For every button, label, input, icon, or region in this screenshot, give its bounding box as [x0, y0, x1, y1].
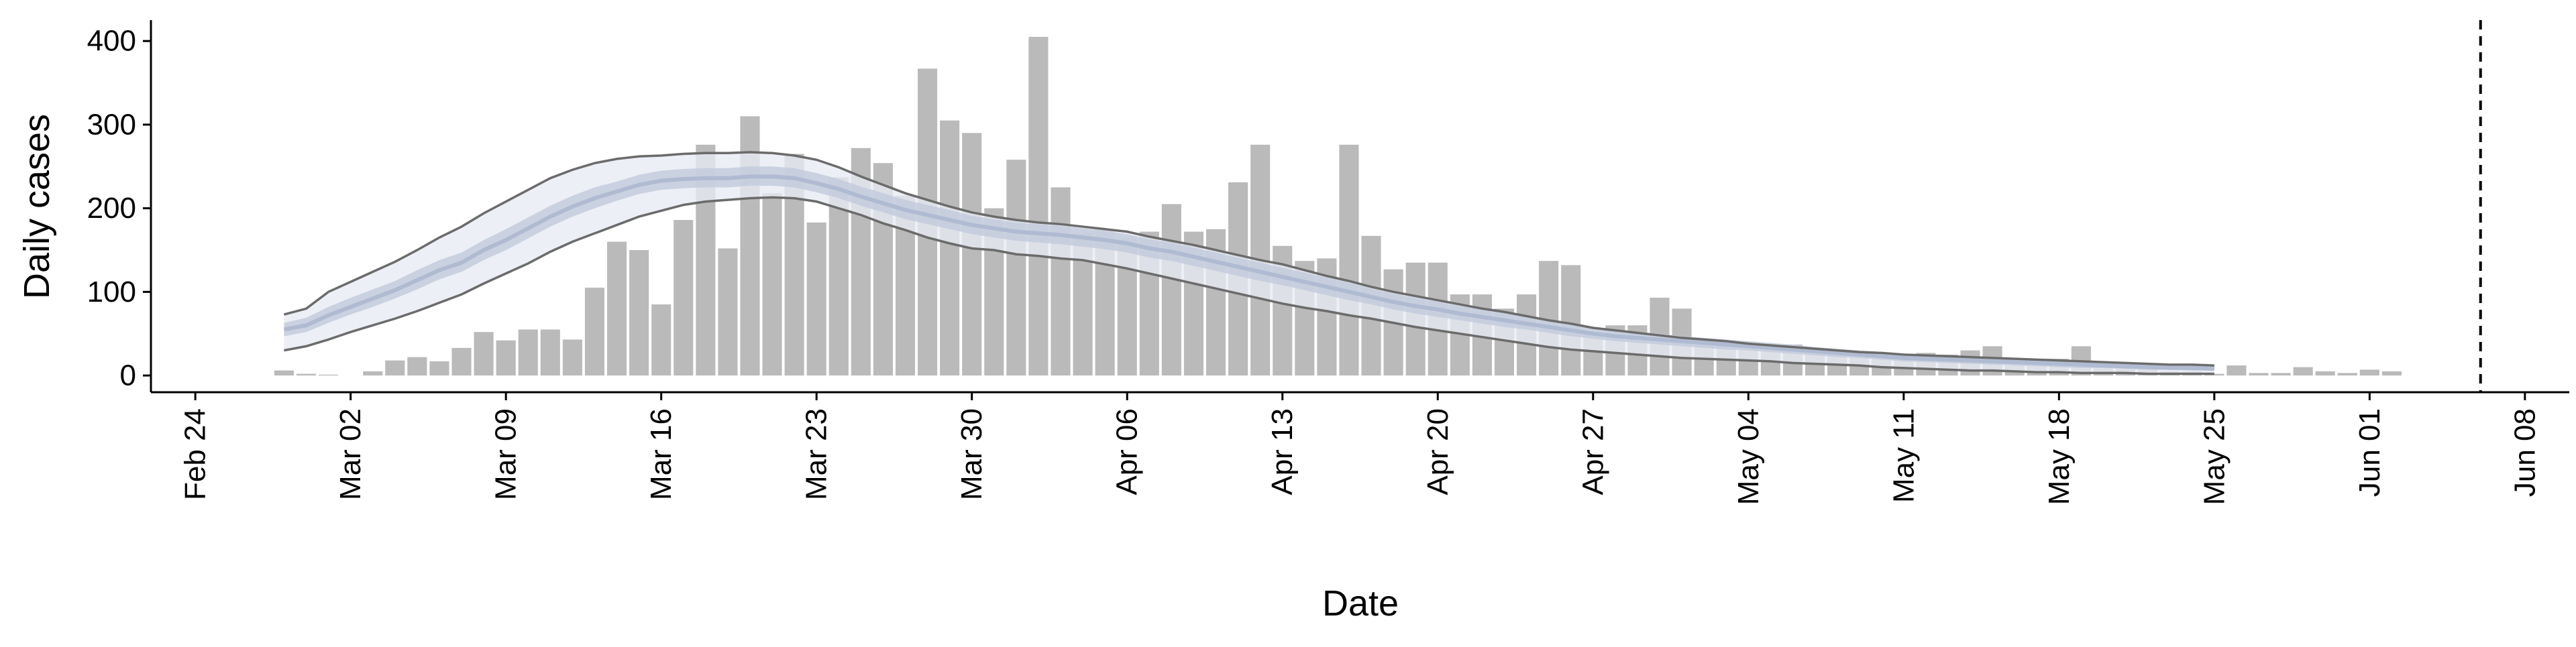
- estimate-lower-bound-line: [284, 196, 2214, 375]
- case-bar: [451, 347, 472, 376]
- case-bar: [1161, 204, 1181, 376]
- y-tick-label: 100: [87, 276, 136, 308]
- x-tick-label: Mar 16: [645, 408, 678, 500]
- estimate-median-line: [283, 174, 2214, 371]
- case-bar: [2271, 373, 2291, 376]
- case-bar: [2381, 371, 2402, 376]
- x-tick-label: Apr 06: [1111, 408, 1144, 495]
- case-bar: [2249, 373, 2269, 376]
- case-bar: [2337, 373, 2357, 376]
- case-bar: [606, 241, 627, 376]
- case-bar: [296, 373, 317, 376]
- x-tick-label: Jun 01: [2353, 408, 2386, 497]
- case-bar: [385, 360, 405, 376]
- case-bar: [2315, 371, 2335, 376]
- x-tick-label: May 11: [1887, 408, 1920, 503]
- y-axis-title: Daily cases: [17, 114, 57, 299]
- case-bar: [718, 248, 738, 376]
- case-bar: [1028, 36, 1049, 376]
- case-bar: [962, 133, 982, 376]
- x-axis-title: Date: [1322, 583, 1399, 624]
- case-bar: [474, 332, 494, 376]
- x-tick-label: Mar 23: [800, 408, 833, 500]
- estimate-bands-layer: [283, 151, 2214, 375]
- y-tick-label: 0: [120, 359, 136, 392]
- x-tick-label: Mar 02: [334, 408, 367, 500]
- case-bar: [651, 304, 672, 376]
- case-bar: [1051, 187, 1071, 376]
- estimate-upper-bound-line: [283, 151, 2214, 367]
- case-bar: [429, 361, 449, 376]
- y-tick-label: 200: [87, 192, 136, 225]
- y-tick-label: 400: [87, 25, 136, 58]
- x-tick-label: May 25: [2198, 408, 2231, 505]
- case-bar: [407, 357, 427, 376]
- case-bar: [540, 329, 560, 376]
- case-bar: [2359, 369, 2379, 376]
- y-tick-label: 300: [87, 108, 136, 141]
- case-bar: [274, 370, 294, 376]
- case-bar: [363, 371, 383, 376]
- x-tick-label: Mar 09: [490, 408, 523, 500]
- case-bar: [518, 329, 538, 376]
- x-tick-label: Apr 20: [1421, 408, 1454, 495]
- case-bar: [2293, 367, 2313, 376]
- x-tick-label: Mar 30: [955, 408, 988, 500]
- x-tick-label: Apr 13: [1266, 408, 1299, 495]
- case-bar: [762, 193, 782, 376]
- case-bar: [1006, 160, 1026, 376]
- case-bar: [940, 120, 960, 376]
- axes-layer: 0 100 200 300 400 Feb 24 Mar 02 Mar 09 Mar 16 Mar…: [87, 20, 2569, 505]
- case-bar: [496, 340, 516, 376]
- x-tick-label: Feb 24: [179, 408, 212, 500]
- x-tick-label: Jun 08: [2508, 408, 2541, 497]
- case-bar: [674, 220, 694, 376]
- x-tick-label: Apr 27: [1576, 408, 1609, 495]
- x-tick-label: May 18: [2043, 408, 2076, 505]
- case-bar: [1561, 265, 1581, 376]
- case-bar: [2226, 365, 2247, 376]
- case-bar: [562, 339, 582, 376]
- x-tick-label: May 04: [1732, 408, 1765, 505]
- case-bar: [584, 288, 605, 376]
- case-bar: [1339, 144, 1359, 376]
- case-bar: [806, 222, 826, 376]
- case-bar: [629, 249, 649, 376]
